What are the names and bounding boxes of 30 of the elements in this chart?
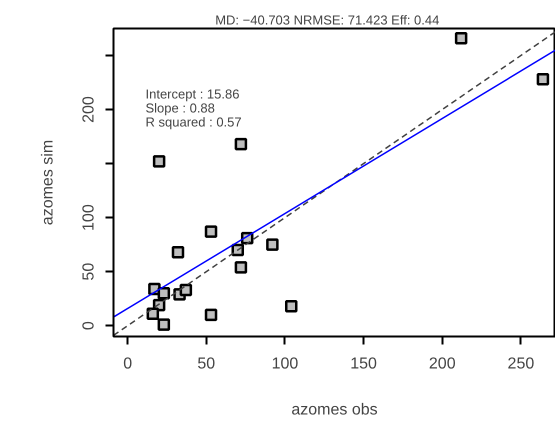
x-tick-label: 200	[428, 356, 456, 372]
x-tick-label: 150	[350, 356, 378, 372]
point	[172, 246, 184, 258]
point	[180, 284, 192, 296]
point	[152, 155, 166, 168]
chart-title: MD: −40.703 NRMSE: 71.423 Eff: 0.44	[215, 12, 440, 28]
annotation: Slope : 0.88	[146, 100, 215, 116]
x-tick-label: 250	[508, 356, 534, 372]
point	[234, 261, 248, 274]
point	[204, 308, 218, 322]
annotation: R squared : 0.57	[146, 114, 242, 130]
x-tick-label: 100	[272, 356, 298, 372]
point	[234, 138, 248, 150]
point	[536, 73, 550, 86]
y-tick-label: 50	[80, 262, 98, 281]
y-axis-title: azomes sim	[40, 140, 56, 226]
x-tick-label: 50	[197, 356, 216, 372]
point	[284, 300, 298, 312]
x-axis-title: azomes obs	[291, 402, 378, 418]
point	[158, 287, 170, 300]
y-tick-label: 200	[80, 96, 98, 123]
point	[454, 32, 468, 44]
point	[158, 318, 170, 331]
x-tick-label: 0	[123, 356, 132, 372]
y-tick-label: 0	[80, 321, 98, 330]
y-tick-label: 100	[80, 204, 98, 231]
point	[266, 238, 279, 251]
point	[204, 225, 218, 238]
annotation: Intercept : 15.86	[146, 86, 240, 102]
point	[146, 308, 160, 320]
